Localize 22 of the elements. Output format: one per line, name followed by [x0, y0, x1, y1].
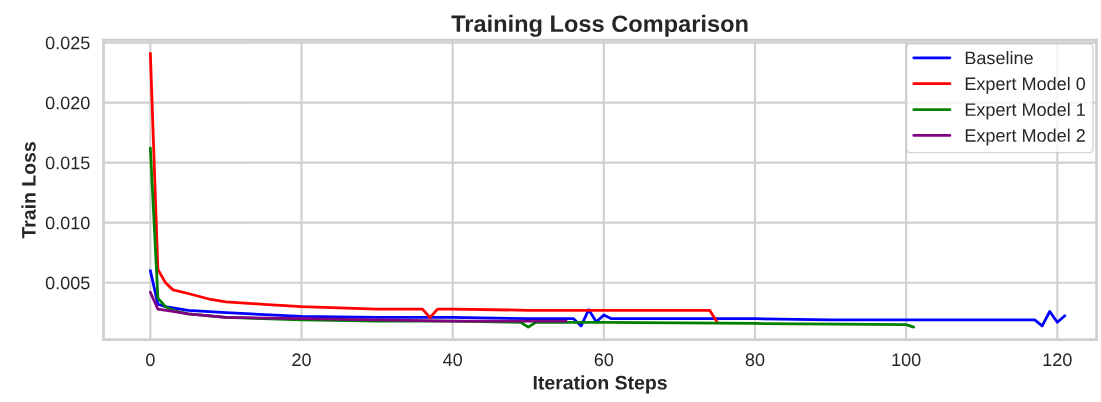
chart-title: Training Loss Comparison — [451, 14, 748, 37]
line-series — [148, 290, 568, 323]
x-tick-label: 100 — [892, 353, 921, 367]
x-tick-label: 0 — [146, 353, 155, 367]
x-tick-label: 120 — [1043, 353, 1072, 367]
y-axis-title: Train Loss — [21, 142, 36, 239]
x-tick-label: 80 — [745, 353, 765, 367]
x-tick-label: 40 — [443, 353, 462, 367]
legend-label: Expert Model 1 — [965, 102, 1085, 120]
legend-label: Baseline — [965, 51, 1033, 65]
y-tick-label: 0.010 — [45, 216, 90, 230]
x-tick-label: 60 — [594, 353, 614, 367]
y-tick-label: 0.025 — [45, 36, 90, 50]
y-tick-label: 0.020 — [45, 96, 90, 110]
x-tick-label: 20 — [292, 353, 311, 367]
x-axis-title: Iteration Steps — [533, 375, 667, 394]
legend-label: Expert Model 0 — [965, 76, 1086, 94]
y-tick-label: 0.005 — [45, 276, 90, 290]
line-series — [148, 269, 1067, 328]
line-series — [148, 52, 719, 324]
y-tick-label: 0.015 — [45, 156, 90, 170]
legend-label: Expert Model 2 — [965, 128, 1085, 146]
